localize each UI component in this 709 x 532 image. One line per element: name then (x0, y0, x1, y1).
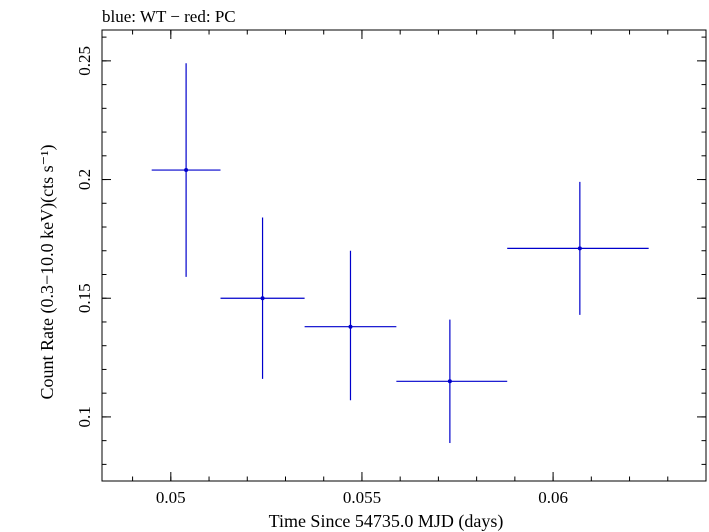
data-point (220, 217, 305, 379)
point-marker (348, 324, 353, 329)
chart-title: blue: WT − red: PC (102, 7, 236, 26)
x-tick-label: 0.055 (343, 488, 381, 507)
y-tick-label: 0.15 (75, 283, 94, 313)
point-marker (260, 296, 265, 301)
data-point (396, 319, 508, 444)
data-points (151, 63, 649, 444)
point-marker (184, 168, 189, 173)
data-point (507, 181, 649, 315)
point-marker (447, 379, 452, 384)
data-point (151, 63, 221, 277)
data-point (304, 250, 397, 401)
x-axis-label: Time Since 54735.0 MJD (days) (269, 511, 504, 532)
y-axis-label: Count Rate (0.3−10.0 keV)(cts s⁻¹) (37, 144, 58, 399)
y-tick-label: 0.25 (75, 46, 94, 76)
plot-frame (101, 29, 707, 482)
point-marker (577, 246, 582, 251)
y-tick-label: 0.1 (75, 406, 94, 427)
y-tick-label: 0.2 (75, 169, 94, 190)
x-tick-label: 0.05 (156, 488, 186, 507)
axis-ticks (102, 30, 707, 481)
axis-tick-labels: 0.05 0.055 0.06 0.1 0.15 0.2 0.25 (75, 46, 568, 507)
x-tick-label: 0.06 (538, 488, 568, 507)
